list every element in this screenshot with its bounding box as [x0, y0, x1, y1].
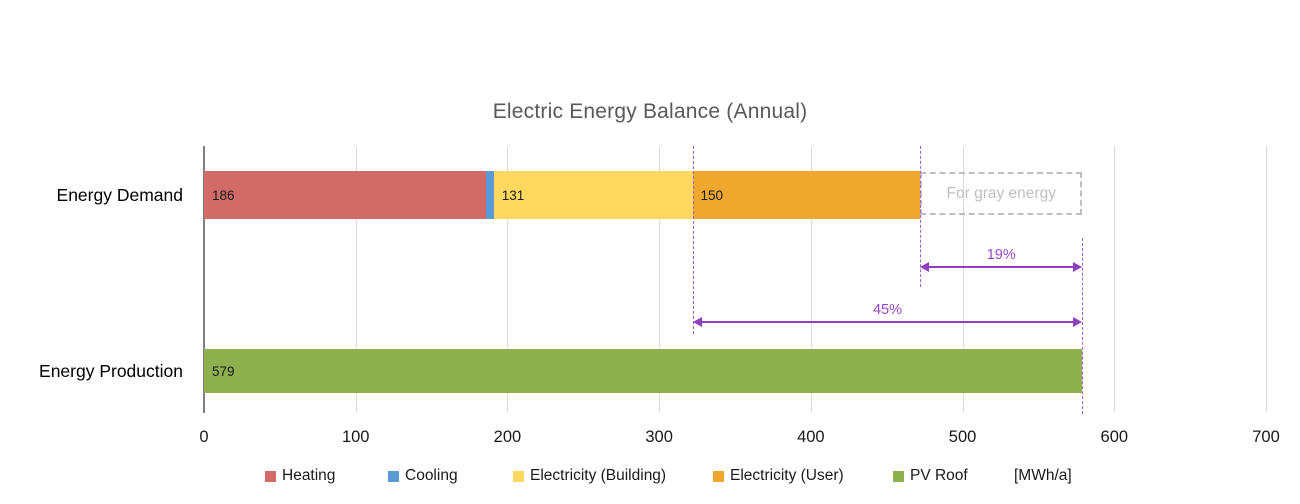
legend-item-pv-roof: PV Roof [893, 466, 968, 486]
legend-label: Heating [282, 467, 336, 484]
arrow-head-right-icon [1073, 262, 1083, 272]
bar-segment-cooling [486, 171, 494, 219]
legend-swatch-icon [388, 470, 399, 482]
guide-line [1082, 238, 1084, 414]
chart-title: Electric Energy Balance (Annual) [492, 100, 808, 123]
legend-item--mwh-a-: [MWh/a] [1014, 466, 1072, 486]
bar-value-label: 579 [212, 363, 235, 379]
percent-label: 19% [986, 247, 1016, 263]
x-tick-label: 600 [1100, 428, 1129, 446]
x-gridline [810, 146, 812, 412]
legend-swatch-icon [893, 470, 904, 482]
percent-arrow-line [928, 266, 1075, 268]
arrow-head-right-icon [1073, 317, 1083, 327]
gray-energy-box: For gray energy [920, 172, 1083, 215]
legend-swatch-icon [713, 470, 724, 482]
x-tick-label: 500 [948, 428, 977, 446]
x-gridline [355, 146, 357, 412]
x-gridline [1114, 146, 1116, 412]
arrow-head-left-icon [920, 262, 930, 272]
legend-label: Electricity (Building) [530, 467, 667, 484]
category-label: Energy Demand [56, 185, 183, 205]
guide-line [692, 146, 694, 334]
legend-swatch-icon [513, 470, 524, 482]
bar-value-label: 131 [501, 187, 525, 203]
bar-segment-heating: 186 [204, 171, 487, 219]
x-tick-label: 300 [645, 428, 673, 446]
x-tick-label: 100 [341, 428, 370, 446]
legend-item-electricity-user-: Electricity (User) [713, 466, 844, 486]
x-gridline [962, 146, 964, 412]
bar-value-label: 186 [212, 187, 235, 203]
bar-value-label: 150 [700, 187, 724, 203]
legend-label: PV Roof [910, 467, 968, 484]
x-tick-label: 700 [1252, 428, 1280, 446]
legend-label: [MWh/a] [1014, 467, 1072, 484]
legend-item-cooling: Cooling [388, 466, 458, 486]
percent-label: 45% [872, 302, 902, 318]
x-gridline [1266, 146, 1267, 412]
legend-item-electricity-building-: Electricity (Building) [513, 466, 666, 486]
x-gridline [507, 146, 509, 412]
arrow-head-left-icon [692, 317, 702, 327]
legend-swatch-icon [265, 470, 276, 482]
bar-segment-electricity-building-: 131 [493, 171, 693, 219]
legend-item-heating: Heating [265, 466, 335, 486]
bar-segment-pv-roof: 579 [204, 349, 1083, 393]
x-tick-label: 0 [199, 428, 209, 446]
x-gridline [659, 146, 661, 412]
guide-line [920, 146, 922, 287]
percent-arrow-line [700, 321, 1075, 323]
legend-label: Cooling [405, 467, 458, 484]
category-label: Energy Production [39, 361, 183, 381]
legend-label: Electricity (User) [730, 467, 844, 484]
x-axis-zero-line [203, 146, 205, 413]
bar-segment-electricity-user-: 150 [692, 171, 921, 219]
x-tick-label: 200 [493, 428, 522, 446]
x-tick-label: 400 [797, 428, 825, 446]
